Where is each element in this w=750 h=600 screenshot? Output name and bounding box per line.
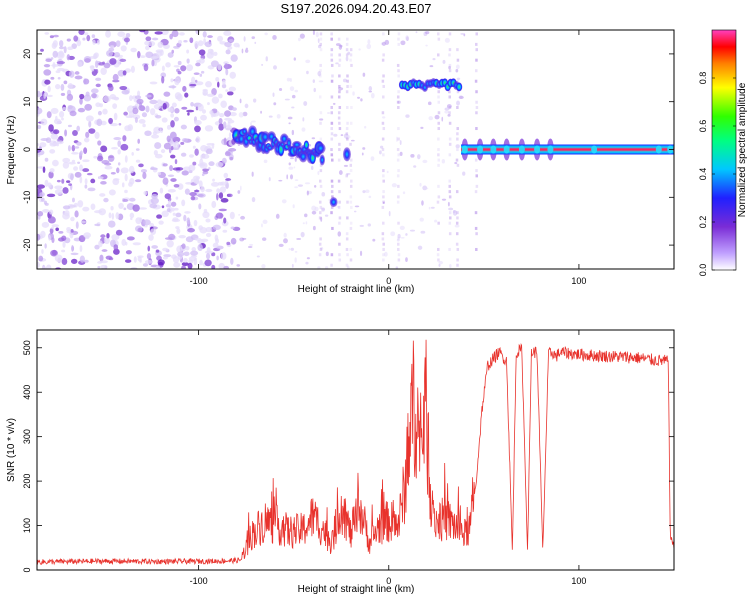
colorbar-tick-label: 0.2 <box>698 216 708 229</box>
colorbar-tick-label: 0.4 <box>698 168 708 181</box>
descending-track <box>231 125 326 166</box>
x-tick-label: -100 <box>190 276 208 286</box>
y-tick-label: 0 <box>22 147 32 152</box>
colorbar-ticks: 0.0 0.2 0.4 0.6 0.8 <box>698 72 736 277</box>
y-tick-label: 200 <box>22 474 32 489</box>
x-tick-label: 0 <box>386 276 391 286</box>
spectrogram-x-axis-label: Height of straight line (km) <box>298 284 415 295</box>
colorbar-label: Normalized spectral amplitude <box>737 82 748 217</box>
spectrogram-y-ticks: -20 -10 0 10 20 <box>22 49 674 252</box>
y-tick-label: 20 <box>22 49 32 59</box>
x-tick-label: 100 <box>571 576 586 586</box>
colorbar: 0.0 0.2 0.4 0.6 0.8 Normalized spectral ampl… <box>698 29 748 277</box>
snr-x-axis-label: Height of straight line (km) <box>298 584 415 595</box>
colorbar-gradient <box>712 30 736 270</box>
harmonic-band <box>398 77 463 92</box>
x-tick-label: -100 <box>190 576 208 586</box>
snr-x-ticks: -100 0 100 <box>190 330 586 586</box>
snr-series-line <box>37 339 674 566</box>
snr-y-ticks: 0 100 200 300 400 500 <box>22 340 674 573</box>
colorbar-frame <box>711 29 737 271</box>
y-tick-label: -10 <box>22 191 32 204</box>
spectrogram-heatmap <box>37 30 674 269</box>
y-tick-label: -20 <box>22 239 32 252</box>
carrier-line <box>461 138 674 161</box>
x-tick-label: 0 <box>386 576 391 586</box>
noise-region <box>37 30 479 269</box>
colorbar-tick-label: 0.6 <box>698 120 708 133</box>
y-tick-label: 500 <box>22 340 32 355</box>
isolated-blob <box>329 197 338 208</box>
colorbar-tick-label: 0.8 <box>698 72 708 85</box>
blob <box>342 147 351 162</box>
x-tick-label: 100 <box>571 276 586 286</box>
snr-frame <box>36 329 675 571</box>
colorbar-tick-label: 0.0 <box>698 264 708 277</box>
snr-y-axis-label: SNR (10 * v/v) <box>6 418 17 482</box>
spectrogram-x-ticks: -100 0 100 <box>190 30 586 286</box>
snr-panel: -100 0 100 0 100 200 300 400 500 Height of stra… <box>6 329 675 595</box>
y-tick-label: 400 <box>22 385 32 400</box>
spectrogram-y-axis-label: Frequency (Hz) <box>6 116 17 185</box>
y-tick-label: 100 <box>22 518 32 533</box>
y-tick-label: 300 <box>22 429 32 444</box>
y-tick-label: 0 <box>22 567 32 572</box>
y-tick-label: 10 <box>22 97 32 107</box>
chart-title: S197.2026.094.20.43.E07 <box>280 1 432 16</box>
